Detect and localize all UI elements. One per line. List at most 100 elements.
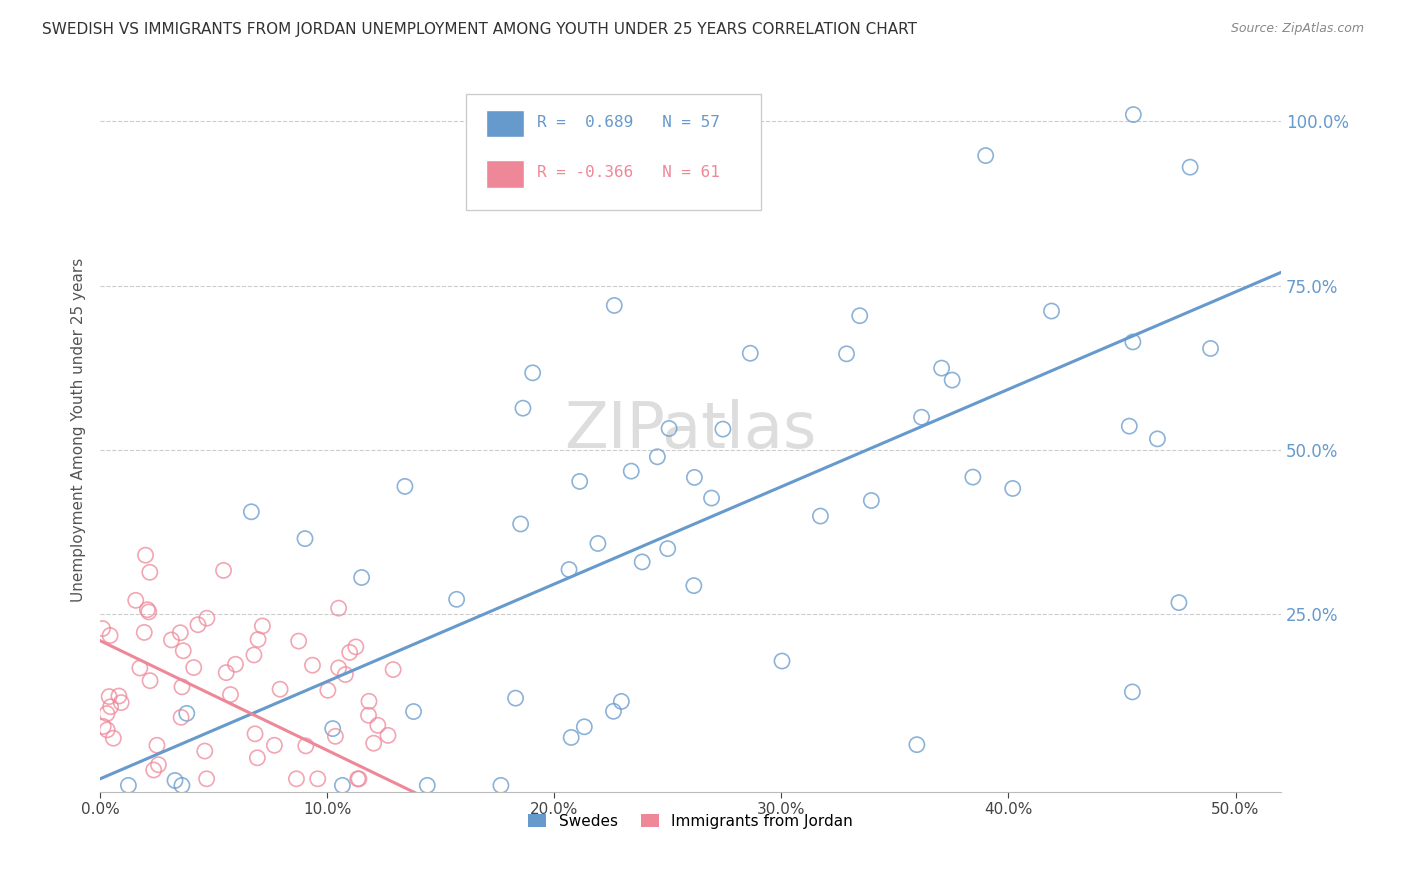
Point [1001, 482, 1024, 496]
Point [505, 691, 527, 706]
Point [163, 773, 186, 788]
Point [586, 536, 609, 550]
Point [108, 689, 131, 703]
Point [243, 648, 266, 662]
Point [1122, 334, 1144, 349]
Point [1167, 596, 1189, 610]
Point [269, 682, 291, 697]
Point [142, 763, 165, 777]
Point [125, 593, 148, 607]
Point [335, 667, 357, 681]
Point [446, 592, 468, 607]
Point [325, 729, 347, 743]
Point [910, 410, 932, 425]
Point [382, 663, 405, 677]
Point [170, 680, 193, 694]
Point [522, 366, 544, 380]
Point [683, 470, 706, 484]
Point [347, 772, 370, 786]
Point [170, 778, 193, 792]
Point [316, 683, 339, 698]
Point [658, 421, 681, 435]
Point [700, 491, 723, 505]
Point [377, 728, 399, 742]
Point [367, 718, 389, 732]
Legend: Swedes, Immigrants from Jordan: Swedes, Immigrants from Jordan [522, 807, 859, 835]
Point [219, 688, 242, 702]
Point [195, 772, 218, 786]
Point [770, 654, 793, 668]
Text: SWEDISH VS IMMIGRANTS FROM JORDAN UNEMPLOYMENT AMONG YOUTH UNDER 25 YEARS CORREL: SWEDISH VS IMMIGRANTS FROM JORDAN UNEMPL… [42, 22, 917, 37]
Point [631, 555, 654, 569]
Point [558, 563, 581, 577]
Bar [486, 110, 524, 137]
Point [682, 579, 704, 593]
Point [98, 628, 121, 642]
Point [148, 757, 170, 772]
Point [328, 661, 350, 675]
Point [96, 723, 118, 737]
Point [307, 772, 329, 786]
Point [835, 347, 858, 361]
Y-axis label: Unemployment Among Youth under 25 years: Unemployment Among Youth under 25 years [72, 258, 86, 602]
Point [128, 661, 150, 675]
Point [110, 696, 132, 710]
Point [328, 601, 350, 615]
Point [285, 772, 308, 786]
Text: R = -0.366   N = 61: R = -0.366 N = 61 [537, 165, 720, 180]
Point [247, 632, 270, 647]
Point [1199, 342, 1222, 356]
Point [187, 617, 209, 632]
Bar [486, 161, 524, 188]
Point [138, 605, 160, 619]
Point [100, 699, 122, 714]
Text: Source: ZipAtlas.com: Source: ZipAtlas.com [1230, 22, 1364, 36]
Point [941, 373, 963, 387]
Point [91, 622, 114, 636]
Point [294, 739, 316, 753]
Point [344, 640, 367, 654]
Point [294, 532, 316, 546]
Point [350, 570, 373, 584]
Point [252, 619, 274, 633]
Point [194, 744, 217, 758]
Point [346, 772, 368, 786]
Point [402, 705, 425, 719]
Point [243, 727, 266, 741]
Point [657, 541, 679, 556]
Point [357, 694, 380, 708]
Point [1122, 107, 1144, 121]
Point [905, 738, 928, 752]
Point [240, 505, 263, 519]
Point [620, 464, 643, 478]
Point [560, 731, 582, 745]
Point [246, 751, 269, 765]
Point [860, 493, 883, 508]
Point [603, 298, 626, 312]
FancyBboxPatch shape [467, 94, 762, 210]
Point [146, 739, 169, 753]
Point [96, 706, 118, 721]
Point [1146, 432, 1168, 446]
Point [136, 603, 159, 617]
Point [339, 645, 361, 659]
Point [172, 644, 194, 658]
Point [489, 778, 512, 792]
Point [322, 722, 344, 736]
Point [170, 710, 193, 724]
Point [568, 475, 591, 489]
Point [332, 778, 354, 792]
Point [169, 625, 191, 640]
Point [509, 516, 531, 531]
Point [195, 611, 218, 625]
Point [512, 401, 534, 416]
Point [176, 706, 198, 721]
Point [740, 346, 762, 360]
Point [1178, 160, 1201, 174]
Point [117, 778, 139, 792]
Point [974, 148, 997, 162]
Point [931, 361, 953, 376]
Point [301, 658, 323, 673]
Point [810, 509, 832, 524]
Point [139, 673, 162, 688]
